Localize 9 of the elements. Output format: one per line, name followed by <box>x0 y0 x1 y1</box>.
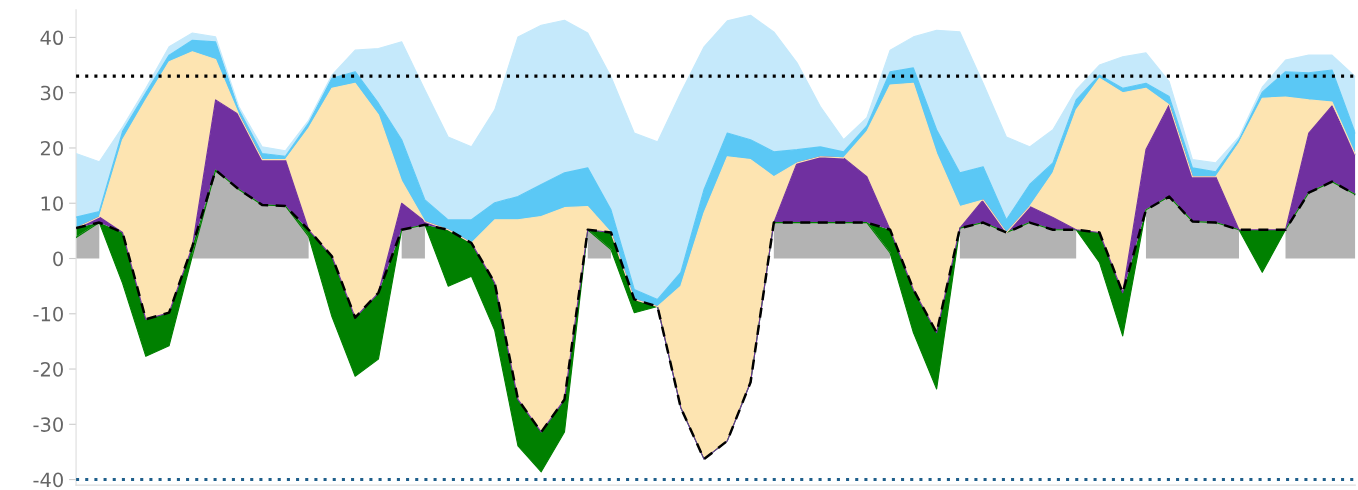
y-tick-label: -20 <box>33 361 63 377</box>
y-tick-label: 30 <box>40 85 63 101</box>
y-tick-label: 0 <box>53 251 63 267</box>
y-tick-label: 20 <box>40 140 63 156</box>
y-tick-label: 10 <box>41 196 63 211</box>
y-tick-label: -40 <box>33 472 63 488</box>
y-tick-label: -10 <box>33 306 63 322</box>
y-tick-label: 40 <box>40 30 63 46</box>
y-tick-label: -30 <box>33 417 63 432</box>
